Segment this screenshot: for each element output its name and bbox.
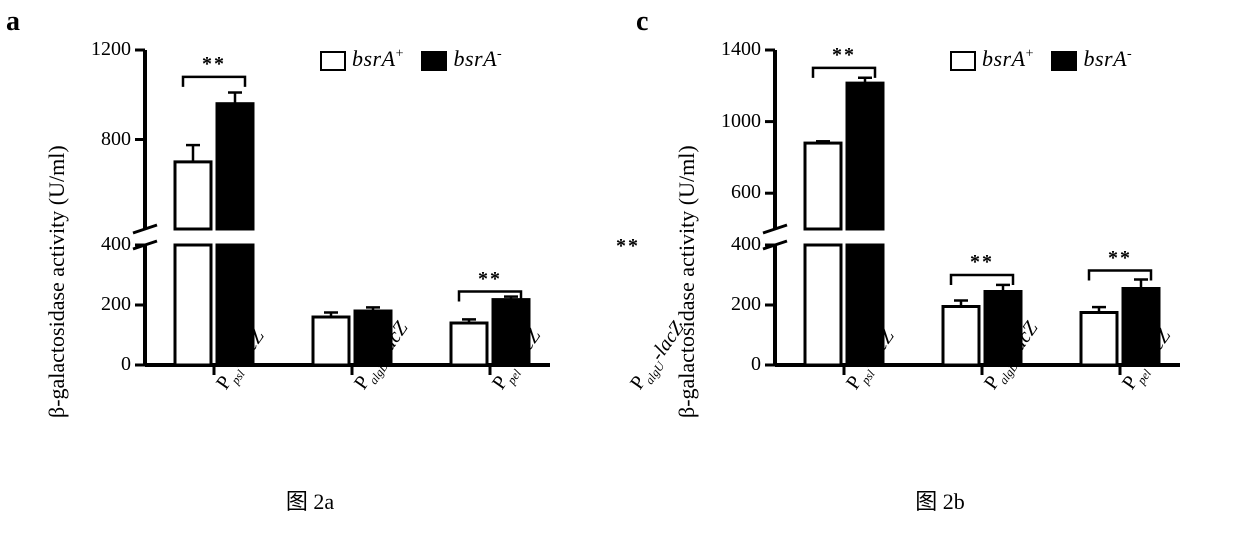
- legend-item-solid: bsrA-: [421, 46, 501, 72]
- legend-item-solid: bsrA-: [1051, 46, 1131, 72]
- figure-a: β-galactosidase activity (U/ml) bsrA+ bs…: [50, 10, 570, 516]
- page: a c β-galactosidase activity (U/ml) bsrA…: [0, 0, 1240, 538]
- chart-a: β-galactosidase activity (U/ml) bsrA+ bs…: [50, 10, 570, 480]
- caption-a: 图 2a: [50, 484, 570, 516]
- ytick: 800: [50, 128, 131, 151]
- ytick: 0: [50, 353, 131, 376]
- ytick: 1400: [680, 38, 761, 61]
- significance-marker: **: [608, 235, 648, 258]
- category-label: PalgU-lacZ: [626, 381, 647, 396]
- ytick: 1000: [680, 110, 761, 133]
- legend-item-open: bsrA+: [320, 46, 403, 72]
- figure-c: β-galactosidase activity (U/ml) bsrA+ bs…: [680, 10, 1200, 516]
- panel-a-letter: a: [6, 6, 20, 38]
- ylabel-a: β-galactosidase activity (U/ml): [44, 145, 70, 418]
- legend-a: bsrA+ bsrA-: [320, 46, 502, 72]
- significance-marker: **: [962, 251, 1002, 274]
- panel-c-letter: c: [636, 6, 648, 38]
- ytick: 400: [50, 233, 131, 256]
- ytick: 200: [50, 293, 131, 316]
- significance-marker: **: [470, 268, 510, 291]
- significance-marker: **: [1100, 247, 1140, 270]
- ytick: 1200: [50, 38, 131, 61]
- significance-marker: **: [824, 44, 864, 67]
- ytick: 400: [680, 233, 761, 256]
- legend-c: bsrA+ bsrA-: [950, 46, 1132, 72]
- ytick: 600: [680, 181, 761, 204]
- chart-c: β-galactosidase activity (U/ml) bsrA+ bs…: [680, 10, 1200, 480]
- caption-c: 图 2b: [680, 484, 1200, 516]
- ytick: 0: [680, 353, 761, 376]
- significance-marker: **: [194, 53, 234, 76]
- legend-item-open: bsrA+: [950, 46, 1033, 72]
- ytick: 200: [680, 293, 761, 316]
